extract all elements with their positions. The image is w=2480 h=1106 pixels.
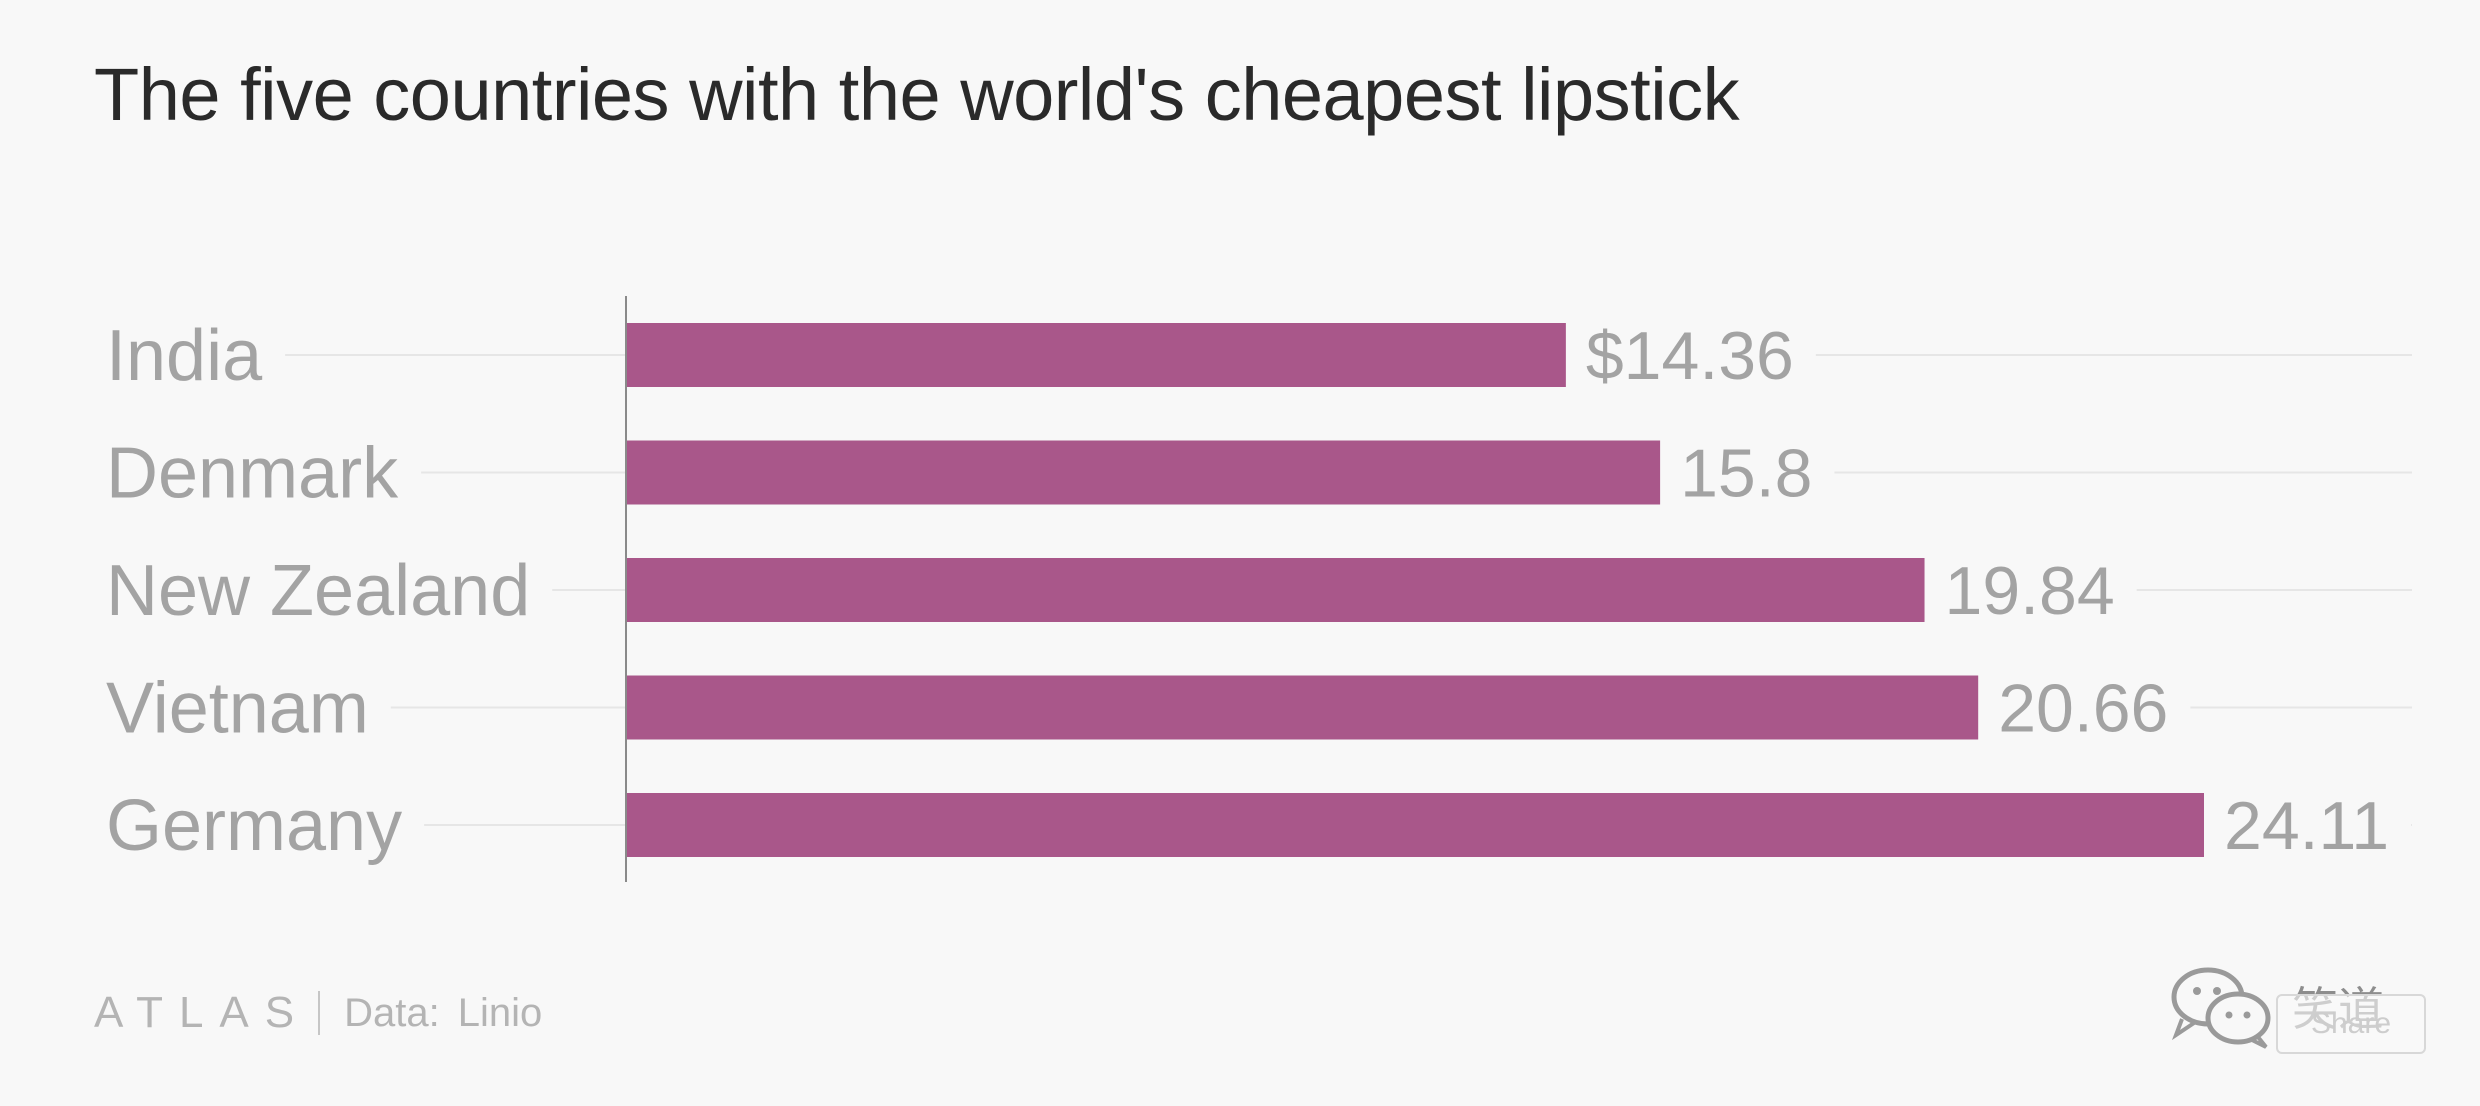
category-label: Germany [106,786,402,866]
source-name: Linio [457,990,543,1035]
share-button[interactable]: Share [2276,994,2426,1054]
bars [626,323,2204,857]
bar [626,558,1925,622]
value-label: 24.11 [2224,788,2389,864]
gridlines [285,354,2412,826]
category-label: New Zealand [106,551,530,631]
chart-title: The five countries with the world's chea… [94,53,1740,136]
value-label: 15.8 [1680,436,1812,512]
bar [626,793,2204,857]
bar [626,675,1979,740]
chat-bubbles-icon [2171,967,2271,1049]
labels: India $14.36 Denmark 15.8 New Zealand 19.84 Vi… [106,316,2389,866]
value-label: 19.84 [1945,553,2115,629]
value-label: $14.36 [1586,318,1794,394]
value-label: 20.66 [1998,671,2168,747]
source-prefix: Data: [344,990,440,1035]
bar [626,440,1661,505]
category-label: India [106,316,263,396]
category-label: Denmark [106,434,399,514]
brand-logo: ATLAS [94,988,311,1037]
footer-divider [318,991,321,1035]
bar [626,323,1566,387]
footer: ATLAS Data: Linio [94,988,542,1038]
category-label: Vietnam [106,669,369,749]
